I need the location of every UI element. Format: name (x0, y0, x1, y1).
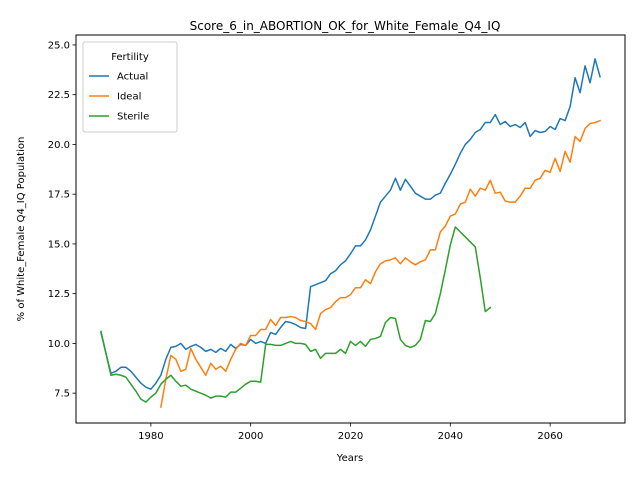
legend-box (82, 41, 178, 133)
y-axis: 7.5 10.0 12.5 15.0 17.5 20.0 22.5 25.0 (48, 40, 76, 400)
series-line-sterile (100, 226, 492, 403)
x-tick-label: 2040 (438, 431, 463, 442)
legend-entries: Actual Ideal Sterile (89, 72, 149, 123)
chart-title: Score_6_in_ABORTION_OK_for_White_Female_… (190, 19, 501, 33)
y-tick-label: 12.5 (48, 289, 70, 300)
x-axis-label: Years (336, 453, 363, 464)
x-axis: 1980 2000 2020 2040 2060 (138, 423, 563, 442)
y-tick-label: 25.0 (48, 40, 70, 51)
x-tick-label: 2000 (238, 431, 263, 442)
y-tick-label: 17.5 (48, 190, 70, 201)
legend-label-sterile: Sterile (117, 112, 149, 123)
y-tick-label: 15.0 (48, 239, 70, 250)
legend-label-actual: Actual (117, 72, 148, 83)
legend-title: Fertility (111, 52, 149, 63)
y-tick-label: 7.5 (54, 389, 70, 400)
y-tick-label: 22.5 (48, 90, 70, 101)
plot-lines (100, 58, 602, 408)
series-line-ideal (159, 119, 602, 408)
x-tick-label: 1980 (138, 431, 163, 442)
x-tick-label: 2020 (338, 431, 363, 442)
y-axis-label: % of White_Female Q4_IQ Population (16, 137, 27, 322)
y-tick-label: 20.0 (48, 140, 70, 151)
legend-label-ideal: Ideal (117, 92, 141, 103)
legend: Fertility Actual Ideal Sterile (82, 41, 178, 133)
y-tick-label: 10.0 (48, 339, 70, 350)
x-tick-label: 2060 (537, 431, 562, 442)
series-line-actual (100, 58, 601, 390)
